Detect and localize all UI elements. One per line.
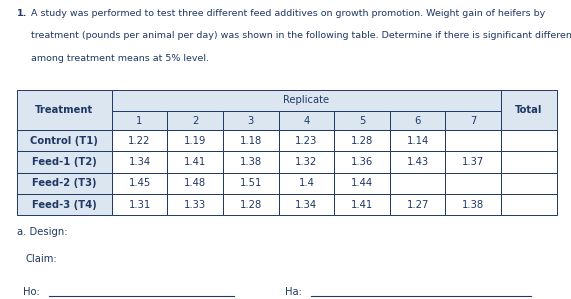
Bar xyxy=(112,130,167,151)
Text: 1.: 1. xyxy=(17,9,27,18)
Text: among treatment means at 5% level.: among treatment means at 5% level. xyxy=(31,54,210,63)
Text: 3: 3 xyxy=(248,115,254,126)
Bar xyxy=(334,111,390,130)
Text: 1.22: 1.22 xyxy=(128,136,151,146)
Text: 1.27: 1.27 xyxy=(407,200,429,210)
Text: 4: 4 xyxy=(303,115,309,126)
Bar xyxy=(112,111,167,130)
Bar xyxy=(112,90,501,111)
Text: Feed-2 (T3): Feed-2 (T3) xyxy=(32,178,96,188)
Text: 5: 5 xyxy=(359,115,365,126)
Text: Claim:: Claim: xyxy=(26,254,57,264)
Text: Treatment: Treatment xyxy=(35,105,94,115)
Text: Control (T1): Control (T1) xyxy=(30,136,98,146)
Bar xyxy=(501,194,557,215)
Bar xyxy=(390,194,445,215)
Bar xyxy=(445,194,501,215)
Bar xyxy=(223,173,279,194)
Bar xyxy=(445,151,501,173)
Text: 1.41: 1.41 xyxy=(351,200,373,210)
Text: 1.41: 1.41 xyxy=(184,157,206,167)
Bar xyxy=(167,194,223,215)
Text: 1.33: 1.33 xyxy=(184,200,206,210)
Text: 1.36: 1.36 xyxy=(351,157,373,167)
Bar xyxy=(501,173,557,194)
Bar xyxy=(223,111,279,130)
Bar xyxy=(445,173,501,194)
Bar xyxy=(279,194,334,215)
Text: Feed-1 (T2): Feed-1 (T2) xyxy=(32,157,97,167)
Bar xyxy=(17,194,112,215)
Text: treatment (pounds per animal per day) was shown in the following table. Determin: treatment (pounds per animal per day) wa… xyxy=(31,31,571,40)
Text: Feed-3 (T4): Feed-3 (T4) xyxy=(32,200,97,210)
Bar xyxy=(223,130,279,151)
Text: 1.28: 1.28 xyxy=(351,136,373,146)
Bar xyxy=(445,111,501,130)
Text: 6: 6 xyxy=(415,115,421,126)
Bar xyxy=(390,173,445,194)
Text: 1: 1 xyxy=(136,115,143,126)
Text: Ha:: Ha: xyxy=(286,287,303,297)
Bar xyxy=(17,173,112,194)
Text: 1.48: 1.48 xyxy=(184,178,206,188)
Text: 1.34: 1.34 xyxy=(128,157,151,167)
Bar xyxy=(112,173,167,194)
Text: 1.37: 1.37 xyxy=(462,157,484,167)
Text: 1.44: 1.44 xyxy=(351,178,373,188)
Bar xyxy=(501,130,557,151)
Text: 7: 7 xyxy=(470,115,476,126)
Bar xyxy=(223,194,279,215)
Text: A study was performed to test three different feed additives on growth promotion: A study was performed to test three diff… xyxy=(31,9,546,18)
Bar xyxy=(390,151,445,173)
Bar xyxy=(334,194,390,215)
Text: Total: Total xyxy=(515,105,542,115)
Text: 1.19: 1.19 xyxy=(184,136,206,146)
Bar xyxy=(501,151,557,173)
Text: 1.43: 1.43 xyxy=(407,157,429,167)
Bar xyxy=(112,194,167,215)
Bar xyxy=(334,151,390,173)
Bar xyxy=(334,130,390,151)
Text: 1.38: 1.38 xyxy=(240,157,262,167)
Bar xyxy=(17,130,112,151)
Text: 1.18: 1.18 xyxy=(240,136,262,146)
Text: 1.45: 1.45 xyxy=(128,178,151,188)
Text: Ho:: Ho: xyxy=(23,287,39,297)
Bar xyxy=(390,111,445,130)
Bar xyxy=(279,111,334,130)
Bar xyxy=(17,151,112,173)
Bar xyxy=(279,151,334,173)
Bar xyxy=(334,173,390,194)
Bar xyxy=(167,111,223,130)
Text: 1.38: 1.38 xyxy=(462,200,484,210)
Bar xyxy=(279,173,334,194)
Text: 1.14: 1.14 xyxy=(407,136,429,146)
Bar xyxy=(17,90,112,130)
Text: 1.4: 1.4 xyxy=(299,178,314,188)
Text: 1.28: 1.28 xyxy=(240,200,262,210)
Text: 1.31: 1.31 xyxy=(128,200,151,210)
Bar xyxy=(167,151,223,173)
Text: 2: 2 xyxy=(192,115,198,126)
Text: 1.23: 1.23 xyxy=(295,136,317,146)
Text: a. Design:: a. Design: xyxy=(17,227,67,237)
Bar xyxy=(223,151,279,173)
Bar xyxy=(167,130,223,151)
Text: Replicate: Replicate xyxy=(283,95,329,105)
Text: 1.32: 1.32 xyxy=(295,157,317,167)
Bar xyxy=(112,151,167,173)
Bar xyxy=(167,173,223,194)
Bar xyxy=(279,130,334,151)
Text: 1.51: 1.51 xyxy=(240,178,262,188)
Bar xyxy=(501,90,557,130)
Bar xyxy=(390,130,445,151)
Bar xyxy=(445,130,501,151)
Text: 1.34: 1.34 xyxy=(295,200,317,210)
